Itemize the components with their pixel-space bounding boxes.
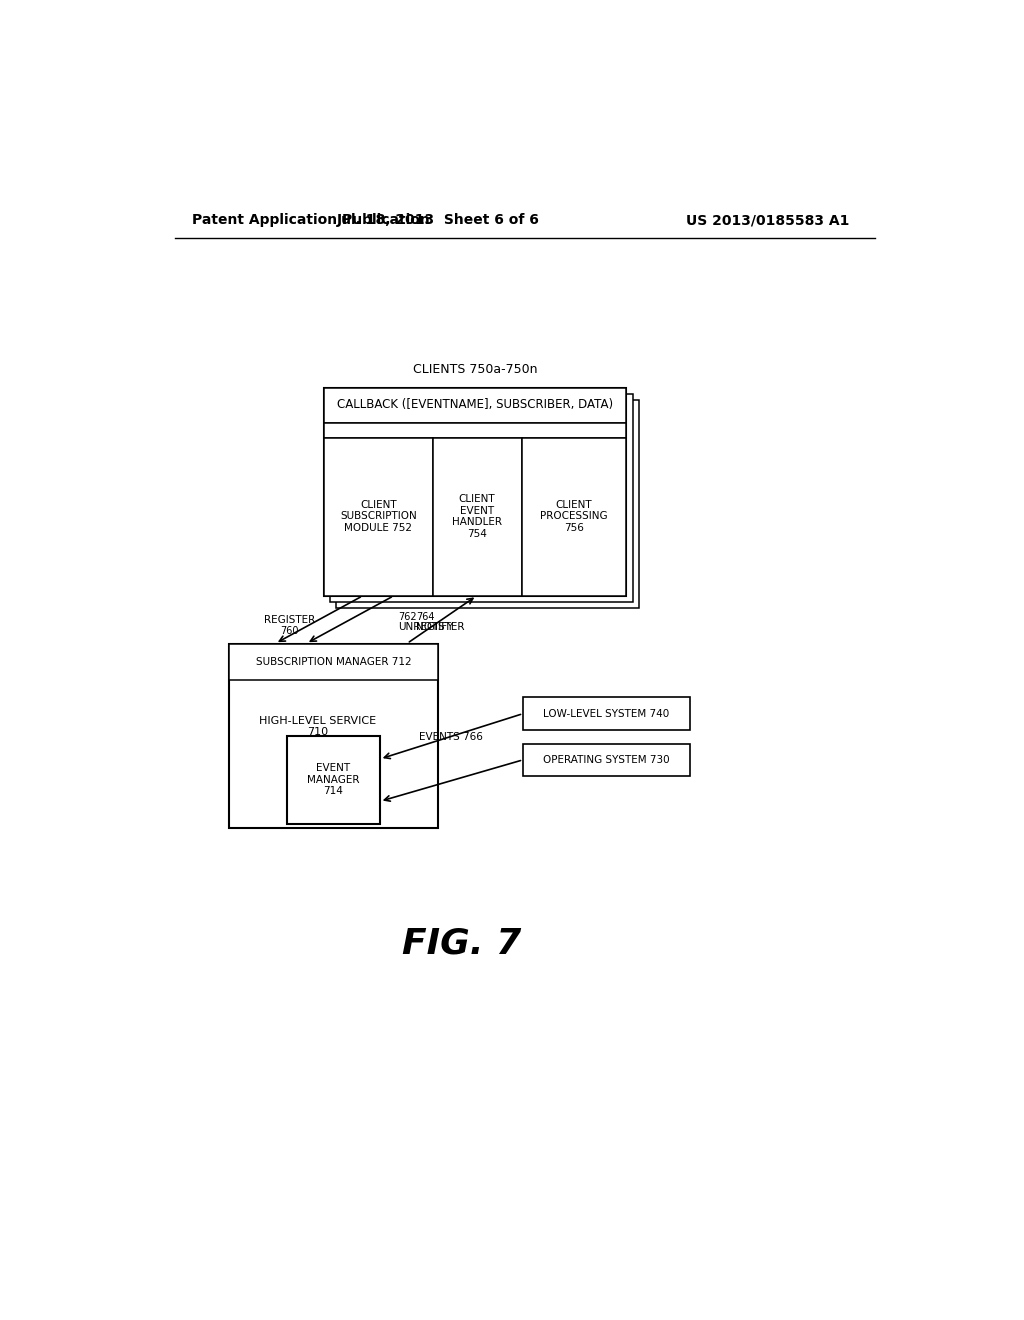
Text: OPERATING SYSTEM 730: OPERATING SYSTEM 730 <box>543 755 670 764</box>
Bar <box>324 422 627 438</box>
Text: CALLBACK ([EVENTNAME], SUBSCRIBER, DATA): CALLBACK ([EVENTNAME], SUBSCRIBER, DATA) <box>337 399 613 412</box>
Text: EVENTS 766: EVENTS 766 <box>419 731 483 742</box>
Bar <box>337 400 639 609</box>
Text: 762: 762 <box>397 612 417 622</box>
Bar <box>287 737 380 825</box>
Bar <box>324 388 627 595</box>
Bar <box>521 438 627 595</box>
Bar <box>228 644 438 829</box>
Text: HIGH-LEVEL SERVICE
710: HIGH-LEVEL SERVICE 710 <box>259 715 377 738</box>
Text: EVENT
MANAGER
714: EVENT MANAGER 714 <box>307 763 359 796</box>
Text: UNREGISTER: UNREGISTER <box>397 622 464 631</box>
Bar <box>324 388 627 422</box>
Bar <box>523 743 690 776</box>
Text: SUBSCRIPTION MANAGER 712: SUBSCRIPTION MANAGER 712 <box>256 657 412 667</box>
Bar <box>324 438 432 595</box>
Text: US 2013/0185583 A1: US 2013/0185583 A1 <box>686 213 849 227</box>
Text: 764: 764 <box>417 612 435 622</box>
Text: REGISTER: REGISTER <box>263 615 314 626</box>
Text: Patent Application Publication: Patent Application Publication <box>193 213 430 227</box>
Text: LOW-LEVEL SYSTEM 740: LOW-LEVEL SYSTEM 740 <box>543 709 670 718</box>
Text: NOTIFY: NOTIFY <box>417 622 454 631</box>
Bar <box>331 395 633 602</box>
Bar <box>432 438 521 595</box>
Text: 760: 760 <box>280 626 298 636</box>
Bar <box>228 644 438 681</box>
Text: CLIENT
EVENT
HANDLER
754: CLIENT EVENT HANDLER 754 <box>452 494 502 539</box>
Text: CLIENT
SUBSCRIPTION
MODULE 752: CLIENT SUBSCRIPTION MODULE 752 <box>340 500 417 533</box>
Text: Jul. 18, 2013  Sheet 6 of 6: Jul. 18, 2013 Sheet 6 of 6 <box>337 213 540 227</box>
Text: CLIENTS 750a-750n: CLIENTS 750a-750n <box>413 363 538 376</box>
Text: CLIENT
PROCESSING
756: CLIENT PROCESSING 756 <box>540 500 607 533</box>
Text: FIG. 7: FIG. 7 <box>401 927 521 961</box>
Bar <box>523 697 690 730</box>
